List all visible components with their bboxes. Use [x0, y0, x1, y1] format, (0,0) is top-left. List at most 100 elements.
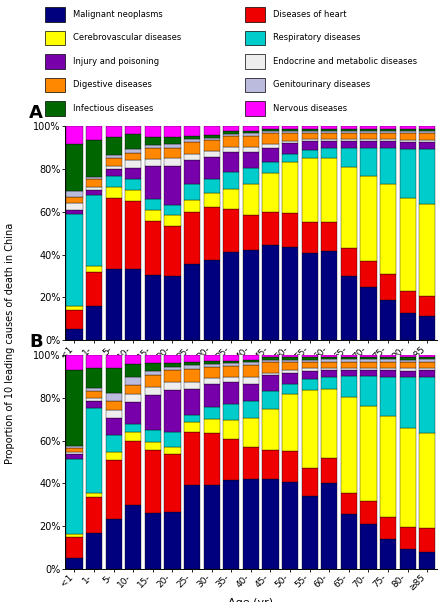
- Bar: [262, 126, 278, 129]
- Bar: [66, 558, 83, 569]
- Bar: [223, 377, 240, 382]
- Bar: [145, 514, 161, 569]
- Bar: [184, 126, 200, 135]
- Bar: [223, 152, 240, 172]
- Bar: [282, 373, 298, 383]
- Bar: [301, 139, 318, 141]
- Bar: [262, 362, 278, 373]
- Bar: [125, 134, 141, 149]
- Bar: [360, 362, 376, 368]
- Bar: [380, 274, 396, 300]
- Bar: [184, 355, 200, 362]
- Bar: [243, 384, 259, 402]
- Bar: [282, 358, 298, 359]
- Bar: [419, 370, 435, 377]
- Bar: [165, 144, 181, 147]
- Bar: [282, 394, 298, 451]
- Bar: [301, 371, 318, 379]
- Bar: [243, 447, 259, 479]
- Bar: [165, 389, 181, 432]
- Bar: [223, 366, 240, 377]
- Bar: [321, 389, 337, 458]
- Bar: [321, 222, 337, 251]
- Bar: [282, 213, 298, 247]
- Bar: [184, 485, 200, 569]
- Bar: [165, 166, 181, 205]
- Bar: [223, 361, 240, 363]
- Bar: [419, 149, 435, 204]
- Bar: [400, 133, 416, 140]
- Bar: [262, 162, 278, 173]
- Bar: [380, 355, 396, 358]
- Bar: [282, 370, 298, 373]
- Bar: [262, 409, 278, 450]
- Bar: [262, 133, 278, 144]
- Bar: [282, 126, 298, 129]
- Bar: [243, 362, 259, 365]
- Bar: [360, 355, 376, 358]
- Bar: [145, 144, 161, 148]
- Bar: [184, 154, 200, 160]
- Bar: [45, 31, 65, 45]
- Bar: [106, 409, 122, 418]
- Bar: [341, 147, 357, 167]
- Bar: [321, 483, 337, 569]
- Bar: [204, 384, 220, 407]
- Bar: [165, 370, 181, 382]
- Bar: [243, 131, 259, 134]
- Bar: [243, 365, 259, 377]
- Bar: [165, 382, 181, 389]
- Bar: [165, 276, 181, 340]
- Bar: [106, 137, 122, 155]
- Bar: [145, 363, 161, 371]
- Bar: [204, 485, 220, 569]
- Bar: [341, 133, 357, 139]
- Bar: [145, 275, 161, 340]
- Bar: [400, 126, 416, 129]
- Bar: [125, 179, 141, 190]
- Bar: [243, 135, 259, 147]
- Bar: [380, 184, 396, 274]
- Bar: [86, 187, 102, 190]
- Bar: [380, 359, 396, 362]
- Bar: [243, 479, 259, 569]
- Bar: [243, 168, 259, 184]
- Bar: [419, 358, 435, 359]
- Bar: [243, 418, 259, 447]
- Bar: [341, 355, 357, 358]
- Bar: [262, 450, 278, 479]
- Bar: [419, 362, 435, 368]
- Bar: [419, 296, 435, 315]
- Bar: [223, 355, 240, 361]
- Bar: [341, 129, 357, 131]
- Bar: [419, 140, 435, 142]
- Bar: [66, 214, 83, 306]
- Bar: [321, 158, 337, 222]
- Bar: [145, 430, 161, 442]
- Bar: [45, 101, 65, 116]
- Bar: [282, 247, 298, 340]
- Bar: [262, 359, 278, 362]
- Bar: [301, 158, 318, 222]
- Bar: [86, 368, 102, 388]
- Bar: [400, 368, 416, 371]
- Bar: [184, 200, 200, 212]
- Bar: [145, 371, 161, 375]
- Bar: [282, 133, 298, 141]
- Text: Malignant neoplasms: Malignant neoplasms: [73, 10, 162, 19]
- Bar: [341, 131, 357, 133]
- Bar: [66, 209, 83, 214]
- Bar: [419, 204, 435, 296]
- Bar: [165, 432, 181, 447]
- Bar: [184, 415, 200, 422]
- Bar: [360, 370, 376, 376]
- Bar: [45, 54, 65, 69]
- Bar: [243, 355, 259, 360]
- Bar: [106, 176, 122, 187]
- Bar: [223, 209, 240, 252]
- Bar: [360, 141, 376, 147]
- Text: Genitourinary diseases: Genitourinary diseases: [273, 81, 371, 89]
- Bar: [321, 251, 337, 340]
- Bar: [262, 213, 278, 246]
- Bar: [145, 395, 161, 430]
